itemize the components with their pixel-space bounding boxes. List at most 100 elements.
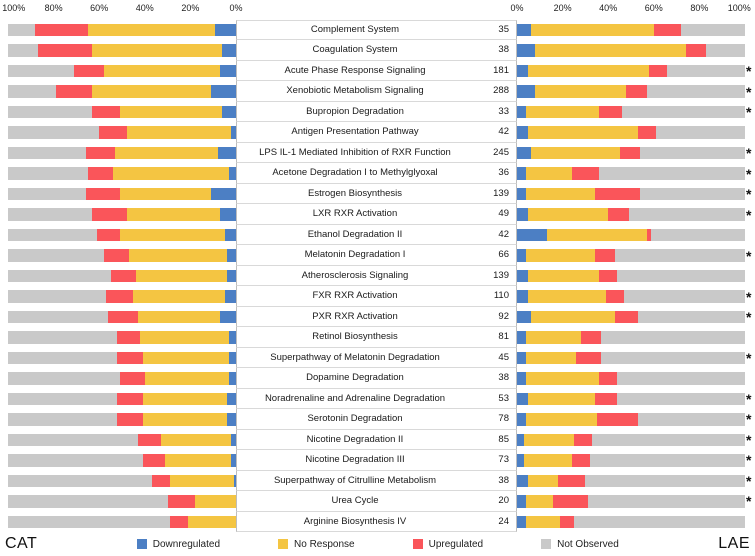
significance-star [745,368,755,388]
lae-segment-downregulated [517,64,529,78]
upregulated-swatch-icon [412,539,423,549]
gene-count: 53 [498,392,509,404]
cat-bar [8,249,236,262]
lae-bar [517,351,745,365]
cat-segment-upregulated [151,474,170,488]
lae-segment-upregulated [626,85,647,98]
lae-segment-not-observed [601,331,745,344]
legend-item-upregulated: Upregulated [412,539,483,550]
lae-bar [517,187,745,201]
axis-tick: 80% [44,3,63,13]
lae-segment-no-response [526,413,597,426]
lae-segment-not-observed [587,495,745,508]
gene-count: 45 [498,351,509,363]
cat-segment-upregulated [167,495,195,508]
lae-segment-no-response [528,269,600,283]
cat-segment-downregulated [210,187,236,201]
pathway-cell: Bupropion Degradation 33 [236,101,517,123]
pathway-name: Coagulation System [312,45,398,55]
chart-row: Ethanol Degradation II 42 [8,224,755,246]
cat-segment-no-response [126,208,221,221]
pathway-name: Superpathway of Melatonin Degradation [270,352,440,363]
cat-segment-upregulated [74,64,104,78]
legend-item-no-response: No Response [278,539,355,550]
cat-bar [8,433,236,447]
chart-row: Superpathway of Melatonin Degradation 45 * [8,347,755,369]
lae-segment-upregulated [560,515,574,529]
lae-segment-no-response [526,167,572,180]
lae-segment-upregulated [594,249,616,262]
group-label-lae: LAE [718,535,750,552]
cat-segment-not-observed [8,269,111,283]
lae-segment-downregulated [517,310,531,324]
cat-segment-downregulated [233,474,236,488]
cat-segment-upregulated [117,413,143,426]
pathway-cell: Coagulation System 38 [236,40,517,61]
lae-segment-not-observed [589,454,745,467]
lae-segment-upregulated [576,351,602,365]
cat-bar-cell [8,184,236,204]
lae-segment-no-response [530,23,654,37]
lae-segment-not-observed [681,23,745,37]
lae-segment-upregulated [571,454,590,467]
cat-segment-no-response [103,64,220,78]
lae-bar-cell [517,245,745,265]
cat-bar [8,44,236,57]
cat-bar-cell [8,348,236,368]
cat-segment-no-response [119,105,223,119]
lae-segment-no-response [528,64,650,78]
lae-segment-downregulated [517,433,524,447]
axis-gap [236,0,517,20]
cat-segment-downregulated [226,249,236,262]
cat-segment-not-observed [8,228,97,242]
lae-segment-downregulated [517,331,527,344]
pathway-cell: Ethanol Degradation II 42 [236,224,517,246]
lae-bar-cell [517,184,745,204]
lae-bar-cell [517,409,745,429]
gene-count: 181 [493,64,509,76]
lae-bar-cell [517,430,745,450]
pathway-cell: FXR RXR Activation 110 [236,286,517,307]
pathway-name: LPS IL-1 Mediated Inhibition of RXR Func… [259,147,451,158]
gene-count: 139 [493,269,509,281]
chart-row: PXR RXR Activation 92 * [8,306,755,328]
lae-bar-cell [517,286,745,306]
cat-bar-cell [8,61,236,81]
cat-segment-not-observed [8,126,100,139]
cat-bar-cell [8,491,236,511]
pathway-name: LXR RXR Activation [312,209,398,219]
pathway-name: Estrogen Biosynthesis [308,188,402,199]
cat-bar-cell [8,389,236,409]
chart-row: Antigen Presentation Pathway 42 [8,122,755,143]
cat-segment-upregulated [169,515,189,529]
pathway-name: Acetone Degradation I to Methylglyoxal [272,168,438,178]
lae-segment-upregulated [596,413,638,426]
cat-segment-no-response [142,413,227,426]
lae-bar [517,515,745,529]
cat-segment-upregulated [87,167,113,180]
lae-segment-not-observed [599,167,745,180]
legend-item-not-observed: Not Observed [541,539,619,550]
cat-bar [8,105,236,119]
gene-count: 35 [498,24,509,36]
significance-star [745,122,755,142]
lae-segment-upregulated [599,372,618,385]
cat-segment-downregulated [217,146,236,160]
gene-count: 33 [498,105,509,117]
cat-segment-downregulated [222,44,236,57]
cat-bar [8,351,236,365]
chart-row: Complement System 35 [8,20,755,41]
cat-segment-downregulated [229,351,236,365]
cat-segment-not-observed [8,495,168,508]
cat-segment-upregulated [142,454,166,467]
lae-segment-no-response [546,228,647,242]
lae-segment-not-observed [640,187,745,201]
lae-bar [517,64,745,78]
lae-bar [517,495,745,508]
gene-count: 38 [498,372,509,384]
cat-bar-cell [8,409,236,429]
legend-item-downregulated: Downregulated [136,539,220,550]
cat-segment-no-response [126,126,232,139]
cat-bar [8,454,236,467]
